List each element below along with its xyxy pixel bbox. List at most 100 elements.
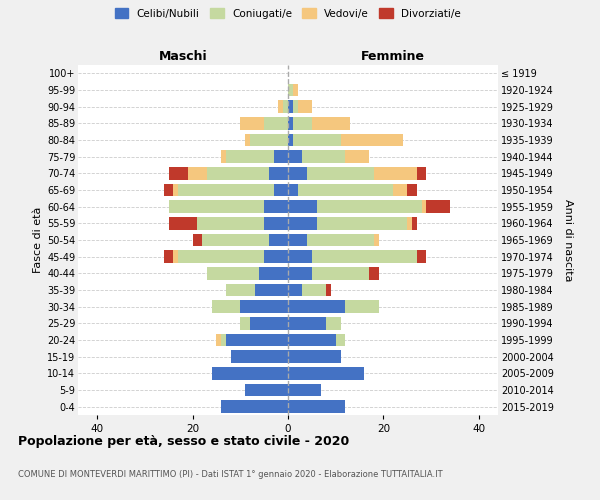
Bar bbox=[212, 367, 288, 380]
Bar bbox=[288, 150, 302, 163]
Bar bbox=[345, 150, 369, 163]
Bar bbox=[245, 134, 250, 146]
Bar bbox=[317, 217, 407, 230]
Bar bbox=[293, 84, 298, 96]
Bar bbox=[374, 167, 417, 179]
Bar bbox=[240, 300, 288, 313]
Bar bbox=[250, 317, 288, 330]
Bar bbox=[178, 250, 264, 263]
Bar bbox=[264, 200, 288, 213]
Bar bbox=[288, 334, 336, 346]
Bar bbox=[178, 184, 274, 196]
Bar bbox=[293, 100, 298, 113]
Bar bbox=[240, 317, 250, 330]
Bar bbox=[288, 350, 341, 363]
Bar bbox=[345, 300, 379, 313]
Bar bbox=[274, 184, 288, 196]
Bar bbox=[226, 284, 254, 296]
Bar bbox=[312, 267, 369, 280]
Bar bbox=[417, 250, 427, 263]
Bar bbox=[341, 134, 403, 146]
Y-axis label: Fasce di età: Fasce di età bbox=[32, 207, 43, 273]
Bar bbox=[288, 300, 345, 313]
Bar bbox=[288, 184, 298, 196]
Bar bbox=[288, 400, 345, 413]
Bar bbox=[193, 234, 202, 246]
Bar bbox=[173, 250, 178, 263]
Text: Popolazione per età, sesso e stato civile - 2020: Popolazione per età, sesso e stato civil… bbox=[18, 435, 349, 448]
Bar bbox=[250, 134, 288, 146]
Bar bbox=[312, 250, 417, 263]
Bar bbox=[221, 334, 226, 346]
Bar bbox=[317, 200, 422, 213]
Bar bbox=[407, 184, 417, 196]
Bar bbox=[278, 100, 283, 113]
Bar bbox=[288, 250, 312, 263]
Bar bbox=[417, 167, 427, 179]
Bar bbox=[264, 117, 288, 130]
Bar bbox=[288, 84, 293, 96]
Bar bbox=[288, 317, 326, 330]
Y-axis label: Anni di nascita: Anni di nascita bbox=[563, 198, 573, 281]
Bar bbox=[274, 150, 288, 163]
Bar bbox=[298, 100, 312, 113]
Bar bbox=[326, 284, 331, 296]
Bar bbox=[374, 234, 379, 246]
Bar bbox=[288, 234, 307, 246]
Bar bbox=[207, 267, 259, 280]
Bar bbox=[288, 167, 307, 179]
Bar bbox=[288, 117, 293, 130]
Bar bbox=[221, 150, 226, 163]
Bar bbox=[336, 334, 345, 346]
Bar bbox=[169, 167, 188, 179]
Bar bbox=[264, 250, 288, 263]
Bar bbox=[422, 200, 427, 213]
Bar bbox=[212, 300, 240, 313]
Bar bbox=[221, 400, 288, 413]
Bar bbox=[226, 334, 288, 346]
Bar bbox=[326, 317, 341, 330]
Text: COMUNE DI MONTEVERDI MARITTIMO (PI) - Dati ISTAT 1° gennaio 2020 - Elaborazione : COMUNE DI MONTEVERDI MARITTIMO (PI) - Da… bbox=[18, 470, 443, 479]
Bar bbox=[269, 167, 288, 179]
Bar bbox=[202, 234, 269, 246]
Bar bbox=[173, 184, 178, 196]
Bar bbox=[427, 200, 450, 213]
Bar bbox=[288, 384, 322, 396]
Bar bbox=[240, 117, 264, 130]
Bar bbox=[164, 184, 173, 196]
Bar bbox=[169, 200, 264, 213]
Bar bbox=[293, 117, 312, 130]
Bar bbox=[254, 284, 288, 296]
Bar bbox=[302, 284, 326, 296]
Bar bbox=[217, 334, 221, 346]
Bar bbox=[197, 217, 264, 230]
Bar bbox=[283, 100, 288, 113]
Bar bbox=[164, 250, 173, 263]
Text: Femmine: Femmine bbox=[361, 50, 425, 62]
Bar bbox=[259, 267, 288, 280]
Bar bbox=[412, 217, 417, 230]
Bar bbox=[293, 134, 341, 146]
Bar bbox=[188, 167, 207, 179]
Bar bbox=[288, 284, 302, 296]
Bar bbox=[307, 234, 374, 246]
Bar bbox=[226, 150, 274, 163]
Bar bbox=[264, 217, 288, 230]
Bar bbox=[269, 234, 288, 246]
Bar bbox=[312, 117, 350, 130]
Bar bbox=[288, 200, 317, 213]
Bar bbox=[302, 150, 345, 163]
Bar bbox=[169, 217, 197, 230]
Bar bbox=[407, 217, 412, 230]
Text: Maschi: Maschi bbox=[158, 50, 208, 62]
Bar bbox=[288, 367, 364, 380]
Bar bbox=[393, 184, 407, 196]
Bar bbox=[288, 100, 293, 113]
Bar bbox=[245, 384, 288, 396]
Bar bbox=[298, 184, 393, 196]
Bar bbox=[288, 134, 293, 146]
Bar bbox=[207, 167, 269, 179]
Legend: Celibi/Nubili, Coniugati/e, Vedovi/e, Divorziati/e: Celibi/Nubili, Coniugati/e, Vedovi/e, Di… bbox=[112, 5, 464, 21]
Bar bbox=[369, 267, 379, 280]
Bar bbox=[307, 167, 374, 179]
